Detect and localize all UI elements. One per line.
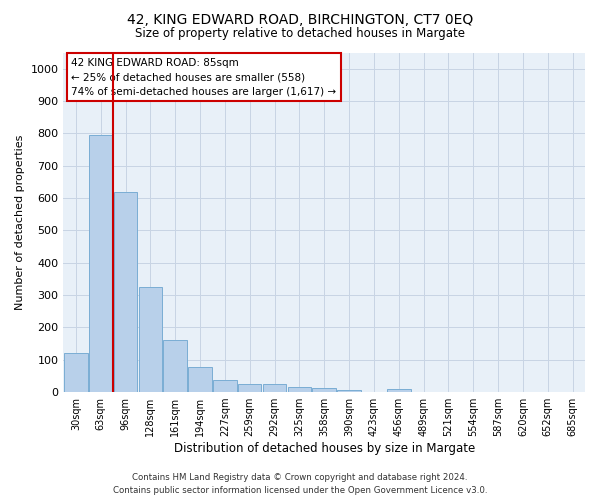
Bar <box>387 389 410 392</box>
Bar <box>213 380 236 392</box>
X-axis label: Distribution of detached houses by size in Margate: Distribution of detached houses by size … <box>173 442 475 455</box>
Bar <box>313 388 336 392</box>
Bar <box>114 192 137 392</box>
Bar <box>287 387 311 392</box>
Text: 42, KING EDWARD ROAD, BIRCHINGTON, CT7 0EQ: 42, KING EDWARD ROAD, BIRCHINGTON, CT7 0… <box>127 12 473 26</box>
Bar <box>163 340 187 392</box>
Bar <box>337 390 361 392</box>
Text: Size of property relative to detached houses in Margate: Size of property relative to detached ho… <box>135 28 465 40</box>
Bar <box>238 384 262 392</box>
Bar <box>139 287 162 392</box>
Y-axis label: Number of detached properties: Number of detached properties <box>15 134 25 310</box>
Bar <box>64 352 88 392</box>
Text: Contains HM Land Registry data © Crown copyright and database right 2024.
Contai: Contains HM Land Registry data © Crown c… <box>113 474 487 495</box>
Text: 42 KING EDWARD ROAD: 85sqm
← 25% of detached houses are smaller (558)
74% of sem: 42 KING EDWARD ROAD: 85sqm ← 25% of deta… <box>71 58 337 97</box>
Bar <box>89 135 112 392</box>
Bar <box>188 367 212 392</box>
Bar <box>263 384 286 392</box>
